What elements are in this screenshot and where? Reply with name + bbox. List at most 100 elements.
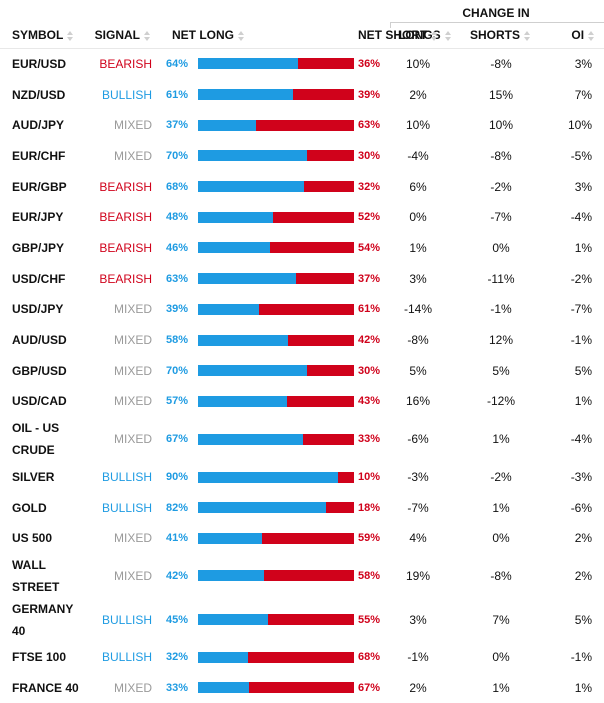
signal-badge: BULLISH bbox=[102, 501, 152, 515]
symbol-cell[interactable]: WALL STREET bbox=[0, 554, 88, 598]
column-header-shorts[interactable]: SHORTS bbox=[448, 22, 554, 48]
net-long-bar bbox=[198, 682, 249, 693]
signal-badge: MIXED bbox=[114, 394, 152, 408]
net-short-percent: 68% bbox=[358, 642, 388, 673]
symbol-cell[interactable]: EUR/USD bbox=[0, 48, 88, 79]
sort-icon[interactable] bbox=[445, 30, 453, 42]
symbol-cell[interactable]: GBP/USD bbox=[0, 355, 88, 386]
symbol-cell[interactable]: US 500 bbox=[0, 523, 88, 554]
symbol-name[interactable]: EUR/JPY bbox=[12, 210, 63, 224]
symbol-cell[interactable]: AUD/USD bbox=[0, 325, 88, 356]
symbol-name[interactable]: NZD/USD bbox=[12, 88, 65, 102]
symbol-name[interactable]: OIL - US CRUDE bbox=[12, 421, 59, 457]
symbol-name[interactable]: AUD/USD bbox=[12, 333, 67, 347]
signal-badge: MIXED bbox=[114, 364, 152, 378]
symbol-name[interactable]: USD/CHF bbox=[12, 272, 65, 286]
symbol-name[interactable]: FTSE 100 bbox=[12, 650, 66, 664]
sort-icon[interactable] bbox=[431, 30, 439, 42]
symbol-name[interactable]: USD/CAD bbox=[12, 394, 67, 408]
symbol-cell[interactable]: EUR/CHF bbox=[0, 141, 88, 172]
symbol-cell[interactable]: GERMANY 40 bbox=[0, 598, 88, 642]
column-header-net-short[interactable]: NET SHORT bbox=[358, 22, 388, 48]
symbol-cell[interactable]: USD/JPY bbox=[0, 294, 88, 325]
symbol-cell[interactable]: USD/CHF bbox=[0, 263, 88, 294]
net-long-bar bbox=[198, 570, 264, 581]
sort-icon[interactable] bbox=[144, 30, 152, 42]
symbol-name[interactable]: EUR/CHF bbox=[12, 149, 65, 163]
net-long-bar bbox=[198, 365, 307, 376]
symbol-cell[interactable]: EUR/JPY bbox=[0, 202, 88, 233]
sort-icon[interactable] bbox=[524, 30, 532, 42]
symbol-cell[interactable]: FRANCE 40 bbox=[0, 673, 88, 703]
change-oi-cell: 7% bbox=[554, 79, 604, 110]
sort-icon[interactable] bbox=[238, 30, 246, 42]
sentiment-bar bbox=[198, 365, 354, 376]
change-longs-value: 10% bbox=[406, 118, 430, 132]
symbol-name[interactable]: GOLD bbox=[12, 501, 47, 515]
change-oi-cell: 2% bbox=[554, 523, 604, 554]
change-longs-value: -4% bbox=[407, 149, 428, 163]
symbol-cell[interactable]: SILVER bbox=[0, 462, 88, 493]
symbol-name[interactable]: FRANCE 40 bbox=[12, 681, 79, 695]
sentiment-bar bbox=[198, 472, 354, 483]
symbol-name[interactable]: SILVER bbox=[12, 470, 54, 484]
column-header-net-long[interactable]: NET LONG bbox=[158, 22, 358, 48]
symbol-name[interactable]: GBP/USD bbox=[12, 364, 67, 378]
sentiment-bar bbox=[198, 434, 354, 445]
header-row: SYMBOL SIGNAL NET LONG NET SHORT LONGS S… bbox=[0, 22, 604, 48]
symbol-cell[interactable]: AUD/JPY bbox=[0, 110, 88, 141]
symbol-name[interactable]: GERMANY 40 bbox=[12, 602, 73, 638]
symbol-name[interactable]: US 500 bbox=[12, 531, 52, 545]
sentiment-bar-cell bbox=[198, 417, 358, 462]
symbol-name[interactable]: AUD/JPY bbox=[12, 118, 64, 132]
net-long-header-label: NET LONG bbox=[172, 28, 234, 42]
symbol-name[interactable]: GBP/JPY bbox=[12, 241, 64, 255]
column-header-oi[interactable]: OI bbox=[554, 22, 604, 48]
change-shorts-value: 1% bbox=[492, 501, 509, 515]
sort-icon[interactable] bbox=[588, 30, 596, 42]
symbol-cell[interactable]: GBP/JPY bbox=[0, 233, 88, 264]
column-header-signal[interactable]: SIGNAL bbox=[88, 22, 158, 48]
change-shorts-cell: -8% bbox=[448, 48, 554, 79]
column-header-symbol[interactable]: SYMBOL bbox=[0, 22, 88, 48]
symbol-cell[interactable]: OIL - US CRUDE bbox=[0, 417, 88, 462]
symbol-name[interactable]: WALL STREET bbox=[12, 558, 59, 594]
sort-icon[interactable] bbox=[67, 30, 75, 42]
symbol-cell[interactable]: GOLD bbox=[0, 492, 88, 523]
symbol-name[interactable]: USD/JPY bbox=[12, 302, 63, 316]
signal-cell: MIXED bbox=[88, 386, 158, 417]
net-long-value: 58% bbox=[166, 334, 188, 346]
net-long-percent: 57% bbox=[158, 386, 198, 417]
symbol-cell[interactable]: NZD/USD bbox=[0, 79, 88, 110]
change-longs-cell: 0% bbox=[388, 202, 448, 233]
symbol-name[interactable]: EUR/USD bbox=[12, 57, 66, 71]
net-short-percent: 54% bbox=[358, 233, 388, 264]
symbol-name[interactable]: EUR/GBP bbox=[12, 180, 67, 194]
symbol-cell[interactable]: EUR/GBP bbox=[0, 171, 88, 202]
symbol-cell[interactable]: FTSE 100 bbox=[0, 642, 88, 673]
net-long-percent: 70% bbox=[158, 141, 198, 172]
sentiment-bar-cell bbox=[198, 462, 358, 493]
symbol-cell[interactable]: USD/CAD bbox=[0, 386, 88, 417]
signal-badge: BULLISH bbox=[102, 470, 152, 484]
